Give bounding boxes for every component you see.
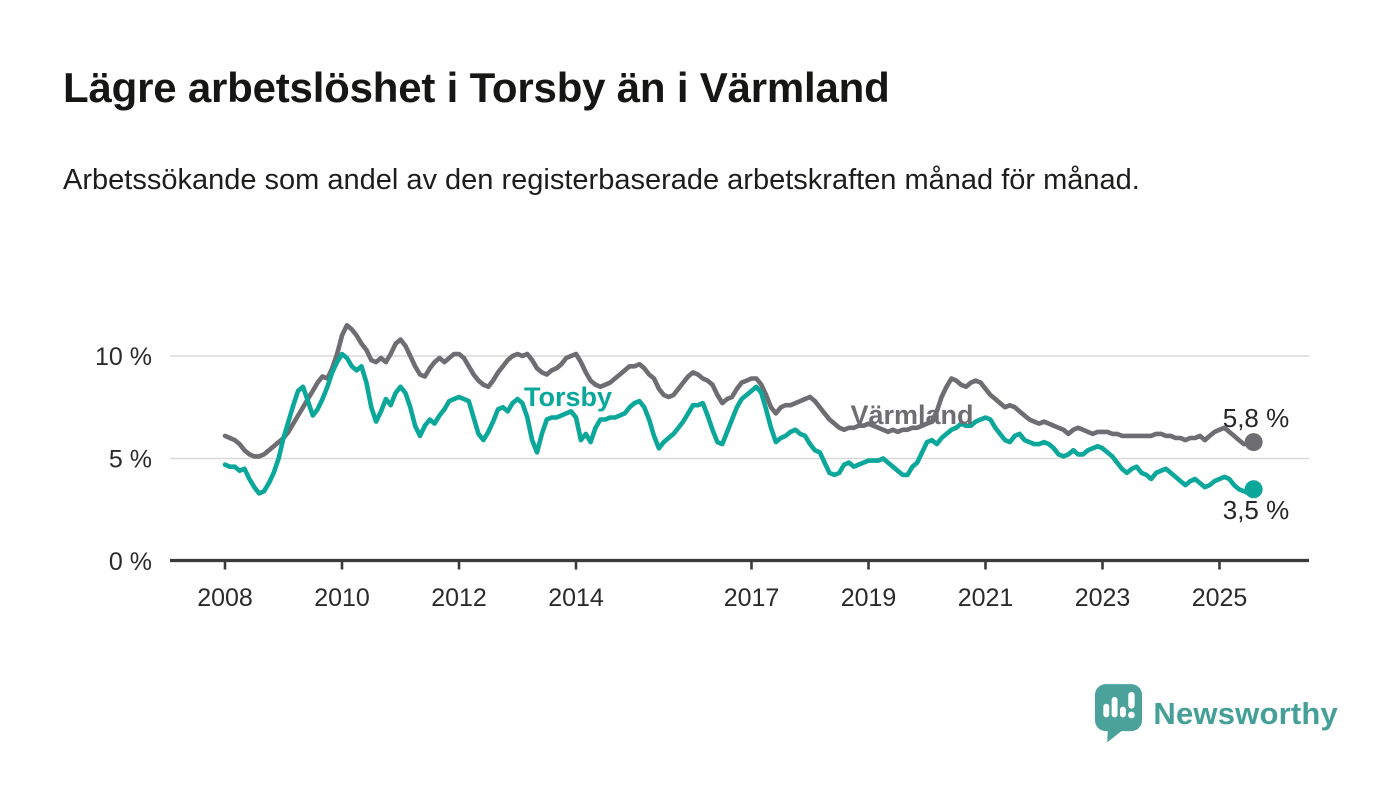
x-tick-label: 2023: [1075, 584, 1131, 612]
x-tick-label: 2025: [1192, 584, 1248, 612]
y-tick-label: 0 %: [109, 548, 152, 576]
varmland-series-label: Värmland: [850, 400, 973, 430]
y-gridlines: 0 % 5 % 10 %: [95, 343, 1309, 576]
vrmland-end-dot: [1244, 433, 1263, 452]
torsby-end-value: 3,5 %: [1223, 495, 1290, 525]
torsby-line: [222, 351, 1256, 496]
x-tick-label: 2019: [841, 584, 897, 612]
torsby-end-dot: [1244, 480, 1263, 499]
x-tick-label: 2008: [197, 584, 253, 612]
x-tick-label: 2017: [724, 584, 780, 612]
y-tick-label: 5 %: [109, 446, 152, 474]
page-title: Lägre arbetslöshet i Torsby än i Värmlan…: [63, 64, 890, 111]
series-lines: [222, 322, 1263, 499]
newsworthy-logo-icon: [1095, 684, 1143, 743]
x-axis: 2008 2010 2012 2014 2017 2019 2021 2023 2025: [170, 558, 1309, 612]
x-tick-label: 2010: [314, 584, 370, 612]
vrmland-line: [222, 322, 1256, 459]
chart-labels: Torsby Värmland 5,8 % 3,5 %: [524, 382, 1289, 525]
y-tick-label: 10 %: [95, 343, 152, 371]
branding: Newsworthy: [1095, 684, 1338, 743]
branding-name: Newsworthy: [1153, 695, 1338, 731]
torsby-series-label: Torsby: [524, 382, 612, 412]
x-tick-label: 2012: [431, 584, 487, 612]
page-subtitle: Arbetssökande som andel av den registerb…: [63, 164, 1140, 196]
x-tick-label: 2014: [548, 584, 604, 612]
x-tick-label: 2021: [958, 584, 1014, 612]
varmland-end-value: 5,8 %: [1223, 403, 1290, 433]
